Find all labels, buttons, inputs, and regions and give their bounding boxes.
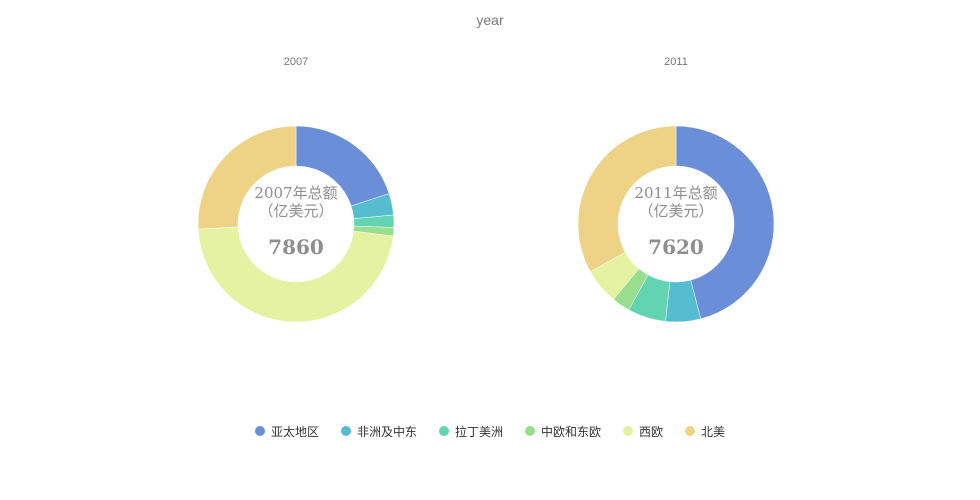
legend-label: 北美 [701, 424, 726, 439]
legend-label: 中欧和东欧 [541, 424, 602, 439]
center-label-2011-0: 2011年总额 [634, 184, 717, 202]
legend-dot-icon [623, 426, 634, 436]
legend-item-0[interactable]: 亚太地区 [254, 423, 319, 440]
legend-dot-icon [340, 426, 351, 436]
legend-item-2[interactable]: 拉丁美洲 [438, 423, 503, 440]
pie-title-2007: 2007 [284, 56, 308, 68]
legend-dot-icon [525, 426, 535, 436]
legend-item-3[interactable]: 中欧和东欧 [525, 423, 601, 440]
legend-dot-icon [685, 426, 696, 436]
legend-label: 西欧 [639, 424, 664, 439]
center-total-2011: 7620 [648, 235, 704, 259]
chart-title: year [476, 12, 504, 28]
legend-item-5[interactable]: 北美 [685, 423, 725, 440]
pie-slice-2007-4[interactable] [197, 226, 394, 323]
legend-dot-icon [438, 426, 449, 436]
legend-item-1[interactable]: 非洲及中东 [340, 423, 417, 440]
center-label-2007-0: 2007年总额 [254, 184, 337, 202]
legend-label: 亚太地区 [270, 424, 319, 439]
legend-label: 拉丁美洲 [454, 424, 503, 439]
legend-item-4[interactable]: 西欧 [623, 423, 663, 440]
center-label-2007-1: （亿美元） [258, 202, 333, 220]
pie-slice-2011-5[interactable] [577, 125, 677, 272]
center-total-2007: 7860 [268, 235, 324, 259]
pie-slice-2007-5[interactable] [197, 125, 297, 230]
legend-dot-icon [254, 426, 265, 436]
pie-title-2011: 2011 [664, 56, 688, 68]
legend: 亚太地区 非洲及中东 拉丁美洲 中欧和东欧 西欧 北美 [0, 420, 980, 442]
legend-label: 非洲及中东 [356, 424, 417, 439]
center-label-2011-1: （亿美元） [638, 202, 713, 220]
pie-slice-2011-0[interactable] [675, 125, 775, 320]
